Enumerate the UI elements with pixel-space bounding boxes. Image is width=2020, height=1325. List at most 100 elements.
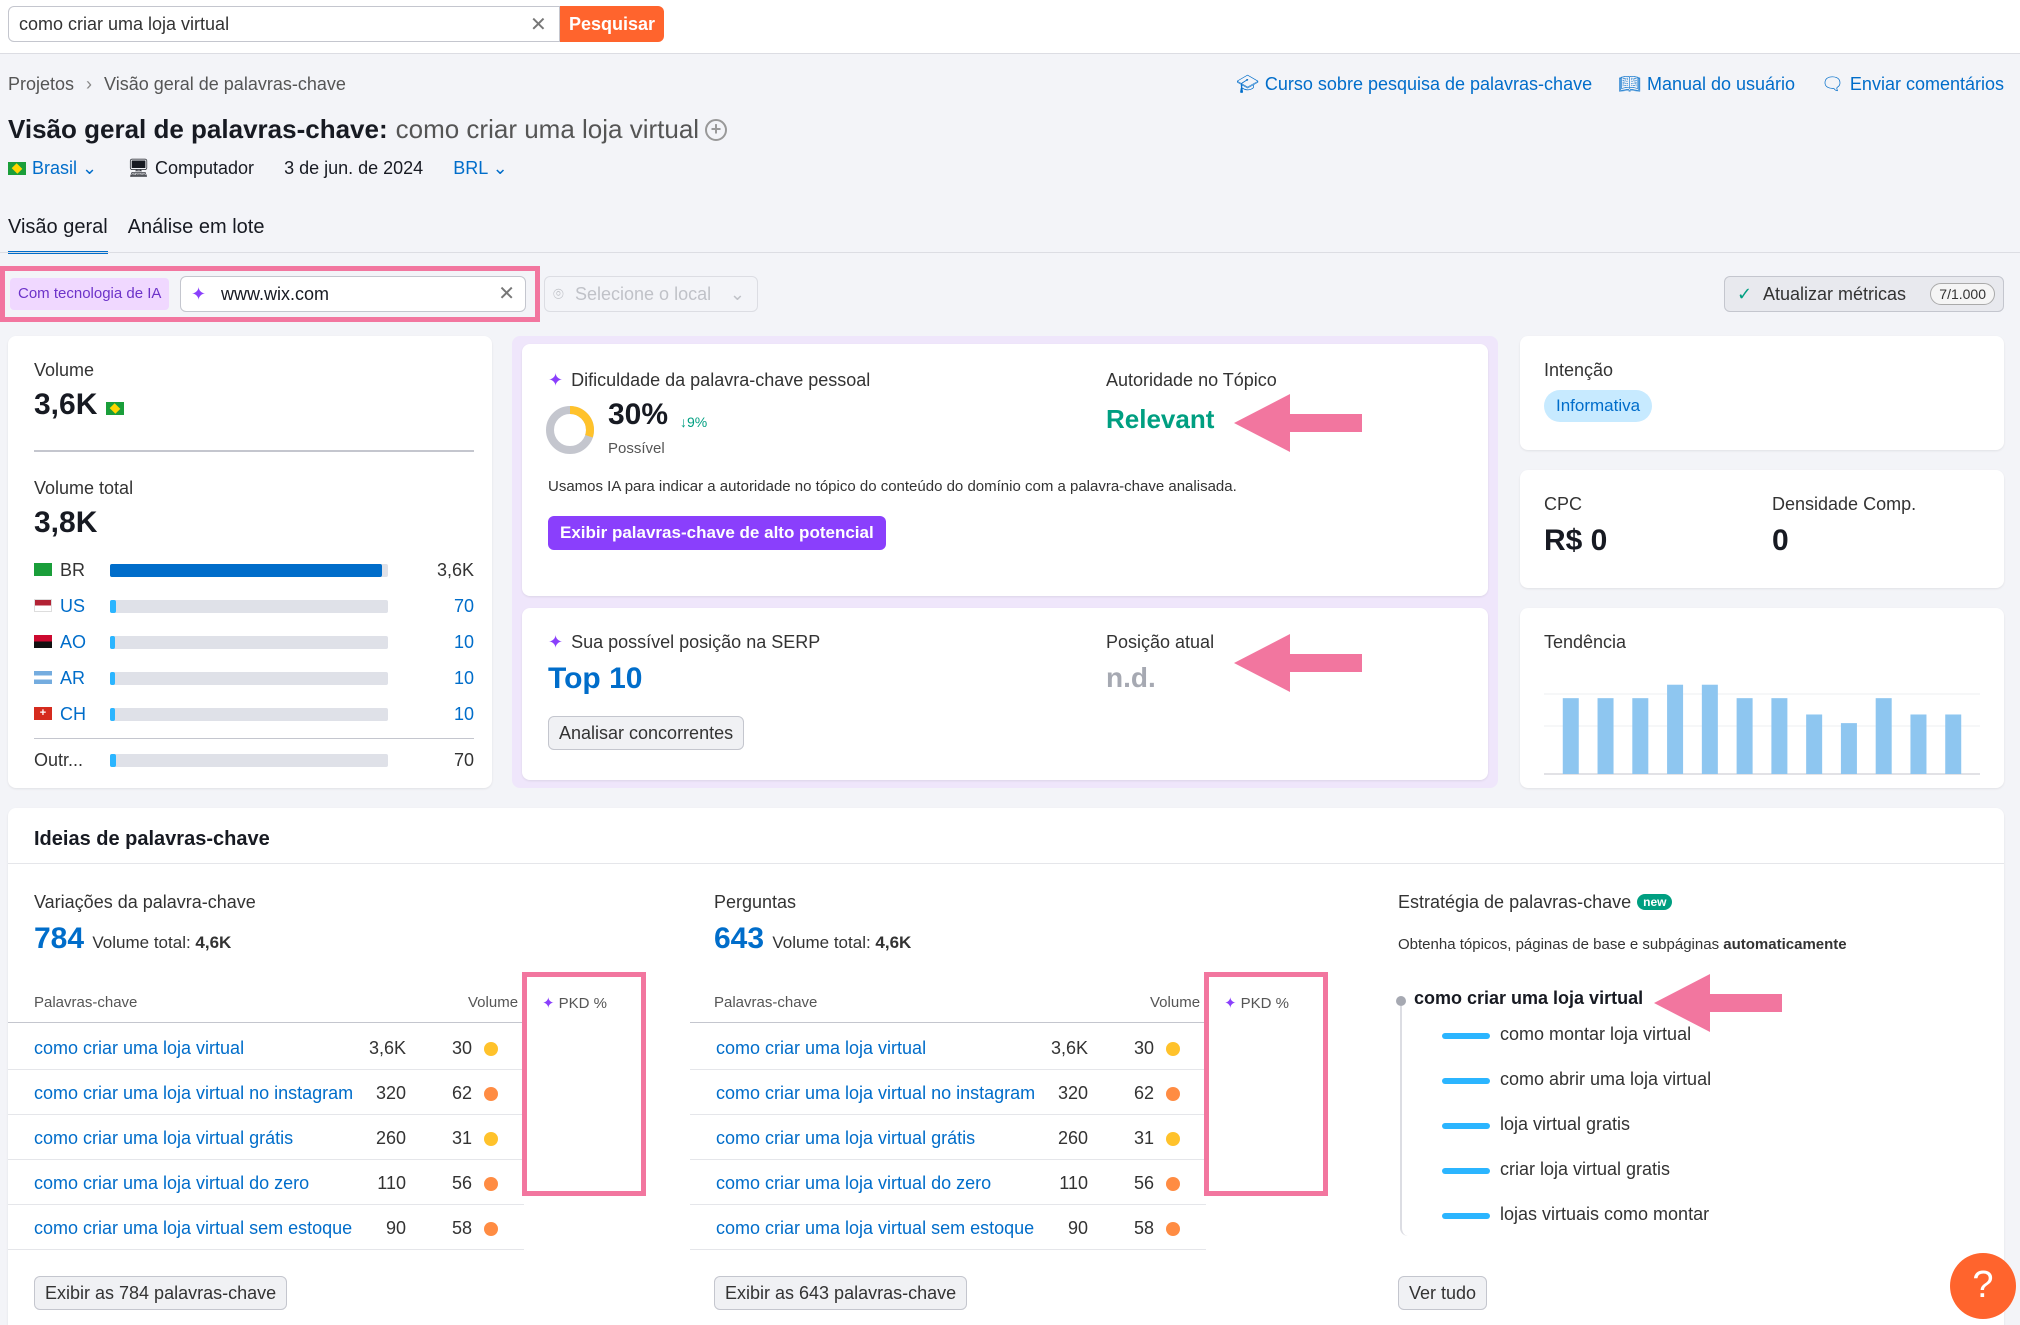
keyword-link[interactable]: como criar uma loja virtual no instagram bbox=[716, 1083, 1036, 1103]
keyword-link[interactable]: como criar uma loja virtual no instagram bbox=[34, 1083, 354, 1103]
intent-label: Intenção bbox=[1544, 360, 1614, 380]
tree-root-dot bbox=[1396, 996, 1406, 1006]
keyword-volume: 320 bbox=[1057, 1083, 1088, 1103]
keyword-pkd: 31 bbox=[451, 1128, 472, 1148]
strategy-subtopic[interactable]: como abrir uma loja virtual bbox=[1500, 1069, 1712, 1089]
location-select[interactable]: ⌾ Selecione o local ⌄ bbox=[544, 276, 758, 312]
strategy-subtopic[interactable]: loja virtual gratis bbox=[1500, 1114, 1631, 1134]
table-row: como criar uma loja virtual do zero 110 56 bbox=[8, 1161, 524, 1205]
current-position-value: n.d. bbox=[1106, 662, 1156, 693]
search-button[interactable]: Pesquisar bbox=[560, 6, 664, 42]
breadcrumb-projects[interactable]: Projetos bbox=[8, 74, 75, 94]
questions-count: 643 Volume total: 4,6K bbox=[714, 922, 912, 955]
keyword-link[interactable]: como criar uma loja virtual do zero bbox=[34, 1173, 310, 1193]
keyword-link[interactable]: como criar uma loja virtual bbox=[716, 1038, 927, 1058]
brazil-flag-icon bbox=[8, 162, 26, 175]
others-share-bar bbox=[110, 754, 116, 767]
currency-select[interactable]: BRL ⌄ bbox=[453, 158, 508, 178]
total-volume-label: Volume total bbox=[34, 478, 134, 498]
strategy-root-keyword: como criar uma loja virtual bbox=[1414, 988, 1644, 1008]
course-link[interactable]: 🎓︎ Curso sobre pesquisa de palavras-chave bbox=[1236, 74, 1593, 94]
table-row: como criar uma loja virtual sem estoque 9… bbox=[690, 1206, 1206, 1250]
keyword-pkd: 58 bbox=[1133, 1218, 1154, 1238]
volume-value: 3,6K bbox=[34, 388, 130, 422]
add-icon[interactable]: + bbox=[705, 119, 728, 141]
divider bbox=[34, 450, 474, 452]
chevron-right-icon: › bbox=[86, 74, 93, 94]
strategy-subtopic[interactable]: criar loja virtual gratis bbox=[1500, 1159, 1671, 1179]
see-all-button[interactable]: Ver tudo bbox=[1398, 1276, 1488, 1310]
manual-link[interactable]: 📖︎ Manual do usuário bbox=[1618, 74, 1796, 94]
keyword-link[interactable]: como criar uma loja virtual sem estoque bbox=[716, 1218, 1035, 1238]
col-header-volume: Volume bbox=[468, 994, 519, 1011]
keyword-volume: 90 bbox=[1067, 1218, 1088, 1238]
strategy-desc: Obtenha tópicos, páginas de base e subpá… bbox=[1398, 936, 1847, 953]
country-row-ao[interactable]: AO 10 bbox=[34, 632, 474, 652]
tree-branch-bar bbox=[1442, 1123, 1490, 1129]
country-share-bar bbox=[110, 600, 116, 613]
tab-batch-analysis[interactable]: Análise em lote bbox=[127, 216, 265, 238]
keyword-pkd: 31 bbox=[1133, 1128, 1154, 1148]
topic-authority-value: Relevant bbox=[1106, 404, 1215, 434]
keyword-pkd: 58 bbox=[451, 1218, 472, 1238]
brazil-flag-icon bbox=[34, 563, 52, 576]
show-variations-button[interactable]: Exibir as 784 palavras-chave bbox=[34, 1276, 288, 1310]
tabs: Visão geral Análise em lote bbox=[8, 216, 264, 254]
keyword-search-input[interactable]: como criar uma loja virtual bbox=[8, 6, 560, 42]
trend-bar bbox=[1806, 714, 1823, 774]
tab-overview[interactable]: Visão geral bbox=[8, 216, 108, 254]
angola-flag-icon bbox=[34, 635, 52, 648]
trend-bar bbox=[1701, 684, 1718, 774]
tree-branch-bar bbox=[1442, 1078, 1490, 1084]
difficulty-dot-icon bbox=[1166, 1222, 1180, 1236]
country-row-ch[interactable]: + CH 10 bbox=[34, 704, 474, 724]
table-row: como criar uma loja virtual no instagram… bbox=[8, 1071, 524, 1115]
country-row-us[interactable]: US 70 bbox=[34, 596, 474, 616]
show-questions-button[interactable]: Exibir as 643 palavras-chave bbox=[714, 1276, 968, 1310]
total-volume-value: 3,8K bbox=[34, 506, 98, 539]
graduation-cap-icon: 🎓︎ bbox=[1236, 74, 1259, 94]
keyword-link[interactable]: como criar uma loja virtual sem estoque bbox=[34, 1218, 353, 1238]
trend-bar bbox=[1945, 714, 1962, 774]
feedback-link[interactable]: 🗨︎ Enviar comentários bbox=[1821, 74, 2004, 94]
analyze-competitors-button[interactable]: Analisar concorrentes bbox=[548, 716, 745, 750]
title-keyword: como criar uma loja virtual bbox=[395, 114, 700, 144]
difficulty-dot-icon bbox=[1166, 1087, 1180, 1101]
domain-input[interactable]: ✦ www.wix.com ✕ bbox=[180, 276, 526, 312]
keyword-pkd: 56 bbox=[451, 1173, 472, 1193]
help-button[interactable]: ? bbox=[1950, 1253, 2016, 1319]
serp-position-card: ✦ Sua possível posição na SERP Top 10 Pos… bbox=[522, 608, 1488, 780]
update-metrics-button[interactable]: ✓ Atualizar métricas 7/1.000 bbox=[1724, 276, 2004, 312]
personal-kd-value: 30% bbox=[608, 398, 669, 431]
keyword-link[interactable]: como criar uma loja virtual bbox=[34, 1038, 245, 1058]
keyword-volume: 3,6K bbox=[1050, 1038, 1088, 1058]
tree-branch-bar bbox=[1442, 1213, 1490, 1219]
country-row-ar[interactable]: AR 10 bbox=[34, 668, 474, 688]
keyword-pkd: 56 bbox=[1133, 1173, 1154, 1193]
country-share-bar bbox=[110, 564, 383, 577]
strategy-subtopic[interactable]: lojas virtuais como montar bbox=[1500, 1204, 1710, 1224]
current-position-label: Posição atual bbox=[1106, 632, 1215, 652]
cpc-label: CPC bbox=[1544, 494, 1583, 514]
difficulty-dot-icon bbox=[1166, 1177, 1180, 1191]
high-potential-keywords-button[interactable]: Exibir palavras-chave de alto potencial bbox=[548, 516, 886, 550]
kd-note: Usamos IA para indicar a autoridade no t… bbox=[548, 478, 1237, 495]
col-header-volume: Volume bbox=[1150, 994, 1201, 1011]
col-header-keyword: Palavras-chave bbox=[714, 994, 818, 1011]
keyword-volume: 260 bbox=[375, 1128, 406, 1148]
keyword-link[interactable]: como criar uma loja virtual do zero bbox=[716, 1173, 992, 1193]
strategy-subtopic[interactable]: como montar loja virtual bbox=[1500, 1024, 1692, 1044]
keyword-link[interactable]: como criar uma loja virtual grátis bbox=[34, 1128, 294, 1148]
trend-bar bbox=[1875, 698, 1892, 774]
book-icon: 📖︎ bbox=[1618, 74, 1641, 94]
clear-domain-icon[interactable]: ✕ bbox=[498, 283, 515, 305]
filters-bar: Brasil ⌄ 🖥︎ Computador 3 de jun. de 2024… bbox=[8, 158, 508, 179]
sparkle-icon: ✦ bbox=[191, 284, 207, 304]
intent-card: Intenção Informativa bbox=[1520, 336, 2004, 450]
trend-bar bbox=[1597, 698, 1614, 774]
trend-label: Tendência bbox=[1544, 632, 1627, 652]
clear-search-icon[interactable]: ✕ bbox=[530, 14, 547, 36]
country-share-bar bbox=[110, 672, 115, 685]
country-select[interactable]: Brasil ⌄ bbox=[8, 158, 97, 179]
keyword-link[interactable]: como criar uma loja virtual grátis bbox=[716, 1128, 976, 1148]
